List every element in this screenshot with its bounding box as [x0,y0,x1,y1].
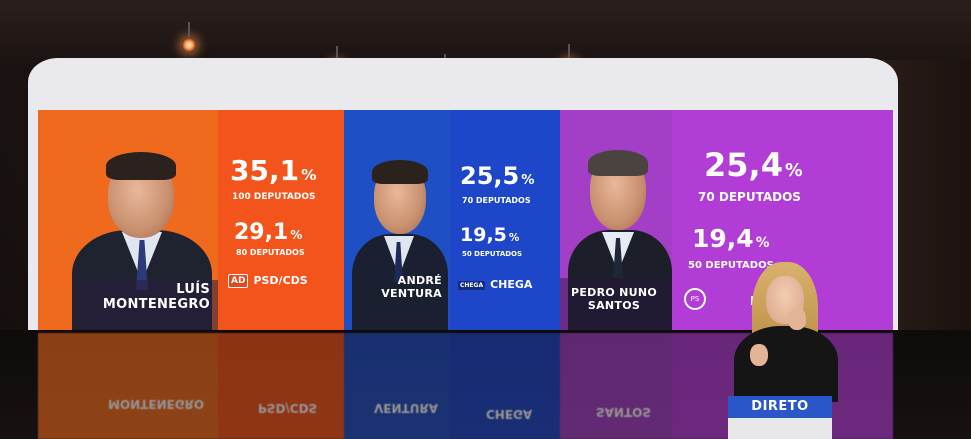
channel-logo-strip [728,418,832,439]
party-label-ad: AD PSD/CDS [228,274,308,288]
vote-percentage-main: 25,5% [460,162,535,190]
candidate-first-name: LUÍS [176,282,210,297]
candidate-portrait-santos [564,150,672,330]
results-panel-ad: 35,1% 100 DEPUTADOS 29,1% 80 DEPUTADOS A… [218,110,346,330]
candidate-photo-panel-montenegro: LUÍS MONTENEGRO [38,110,218,330]
deputies-count-main: 70 DEPUTADOS [698,190,801,204]
vote-percentage-main: 25,4% [704,146,803,184]
candidate-name-santos: PEDRO NUNO SANTOS [564,286,664,312]
deputies-count-main: 70 DEPUTADOS [462,196,531,205]
candidate-portrait-ventura [348,160,450,330]
interpreter-hand-icon [788,308,806,330]
live-badge: DIRETO [728,396,832,418]
deputies-count-secondary: 50 DEPUTADOS [462,250,523,258]
vote-percentage-main: 35,1% [230,154,317,187]
sign-language-interpreter [730,262,842,402]
vote-percentage-secondary: 29,1% [234,220,303,245]
candidate-photo-panel-santos: PEDRO NUNO SANTOS [560,110,672,330]
candidate-first-name: PEDRO NUNO [570,286,658,299]
candidate-last-name: MONTENEGRO [102,297,210,312]
results-panel-chega: 25,5% 70 DEPUTADOS 19,5% 50 DEPUTADOS CH… [450,110,560,330]
results-board: LUÍS MONTENEGRO 35,1% 100 DEPUTADOS 29,1… [38,110,893,330]
party-logo-ad-icon: AD [228,274,249,288]
party-logo-ps-icon: PS [684,288,706,310]
results-panel-ps: 25,4% 70 DEPUTADOS 19,4% 50 DEPUTADOS PS… [672,110,893,330]
candidate-photo-panel-ventura: ANDRÉ VENTURA [344,110,450,330]
deputies-count-main: 100 DEPUTADOS [232,192,316,202]
candidate-name-ventura: ANDRÉ VENTURA [381,274,442,300]
candidate-first-name: ANDRÉ [397,274,442,287]
ceiling-light-1-icon [182,22,196,52]
party-label-chega: CHEGA CHEGA [458,278,533,291]
party-logo-chega-icon: CHEGA [458,280,486,290]
deputies-count-secondary: 50 DEPUTADOS [688,260,774,271]
candidate-last-name: VENTURA [381,287,442,300]
candidate-last-name: SANTOS [587,299,641,312]
candidate-name-montenegro: LUÍS MONTENEGRO [103,282,210,312]
deputies-count-secondary: 80 DEPUTADOS [236,248,305,257]
interpreter-hand-icon [750,344,768,366]
vote-percentage-secondary: 19,4% [692,224,770,253]
vote-percentage-secondary: 19,5% [460,224,520,246]
